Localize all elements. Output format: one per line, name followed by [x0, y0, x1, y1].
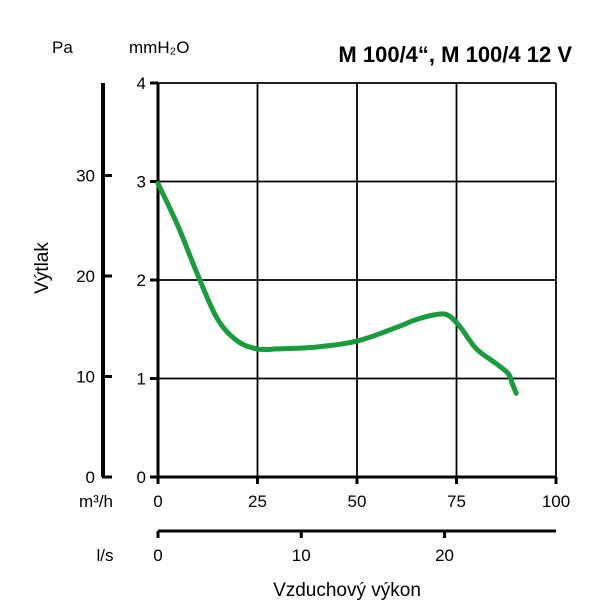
- x-tick-label-secondary: 20: [435, 546, 454, 565]
- y-primary-unit: mmH₂O: [129, 38, 189, 57]
- x-tick-label-primary: 50: [348, 492, 367, 511]
- y-axis-label: Výtlak: [32, 242, 53, 294]
- x-tick-label-primary: 0: [153, 492, 162, 511]
- x-tick-label-primary: 75: [447, 492, 466, 511]
- y-tick-label-primary: 4: [137, 74, 146, 93]
- performance-curve: [155, 181, 519, 396]
- x-tick-label-primary: 100: [542, 492, 570, 511]
- y-tick-label-primary: 3: [137, 173, 146, 192]
- y-tick-label-secondary: 30: [76, 166, 95, 185]
- x-primary-unit: m³/h: [79, 492, 113, 511]
- x-tick-label-primary: 25: [248, 492, 267, 511]
- y-secondary-unit: Pa: [52, 38, 73, 57]
- y-tick-label-secondary: 20: [76, 267, 95, 286]
- x-tick-label-secondary: 10: [292, 546, 311, 565]
- y-tick-label-primary: 2: [137, 271, 146, 290]
- x-axis-label: Vzduchový výkon: [273, 580, 421, 601]
- y-tick-label-primary: 1: [137, 370, 146, 389]
- series-layer: [155, 181, 519, 396]
- grid: [158, 82, 557, 477]
- x-secondary-unit: l/s: [97, 546, 114, 565]
- tick-labels: 0 1 2 3 4 0 25 50 75 100 0 10 20 30 0 10 20: [76, 74, 570, 565]
- y-tick-label-secondary: 10: [76, 367, 95, 386]
- y-tick-label-primary: 0: [137, 468, 146, 487]
- x-tick-label-secondary: 0: [153, 546, 162, 565]
- y-tick-label-secondary: 0: [86, 468, 95, 487]
- chart-title: M 100/4“, M 100/4 12 V: [338, 42, 572, 67]
- axes: [101, 81, 558, 538]
